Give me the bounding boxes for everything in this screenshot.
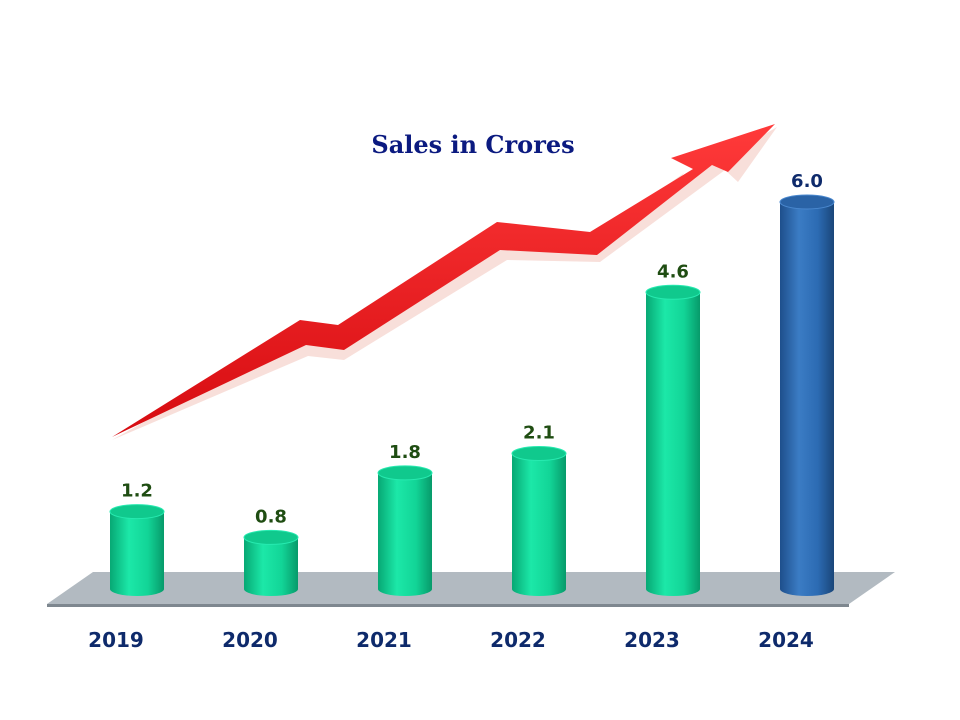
bar-2021: [377, 465, 433, 596]
bar-2022: [511, 446, 567, 596]
chart-title: Sales in Crores: [371, 130, 574, 159]
bar-2023: [645, 284, 701, 596]
bar-body: [244, 537, 298, 596]
bar-cap: [779, 194, 835, 210]
floor-edge: [47, 604, 849, 607]
value-label: 0.8: [255, 506, 287, 527]
category-label: 2019: [88, 628, 144, 652]
bar-2024: [779, 194, 835, 596]
bar-body: [512, 453, 566, 596]
category-label: 2020: [222, 628, 278, 652]
category-label: 2023: [624, 628, 680, 652]
chart-floor: [47, 572, 895, 607]
category-label: 2022: [490, 628, 546, 652]
value-label: 2.1: [523, 423, 555, 444]
bar-2020: [243, 529, 299, 596]
category-label: 2021: [356, 628, 412, 652]
floor-surface: [47, 572, 895, 604]
bar-body: [110, 511, 164, 596]
category-labels-group: 2019 2020 2021 2022 2023 2024: [88, 628, 814, 652]
bar-2019: [109, 504, 165, 596]
value-label: 1.2: [121, 481, 153, 502]
bar-cap: [511, 446, 567, 462]
trend-arrow-body: [112, 124, 775, 437]
bar-cap: [243, 529, 299, 545]
category-label: 2024: [758, 628, 814, 652]
value-label: 6.0: [791, 171, 823, 192]
bar-body: [646, 292, 700, 596]
bars-group: [109, 194, 835, 596]
bar-body: [780, 202, 834, 596]
trend-arrow: [112, 124, 777, 440]
bar-body: [378, 472, 432, 596]
bar-cap: [377, 465, 433, 481]
bar-cap: [109, 504, 165, 520]
value-label: 1.8: [389, 442, 421, 463]
value-labels-group: 1.2 0.8 1.8 2.1 4.6 6.0: [121, 171, 823, 527]
bar-cap: [645, 284, 701, 300]
value-label: 4.6: [657, 261, 689, 282]
